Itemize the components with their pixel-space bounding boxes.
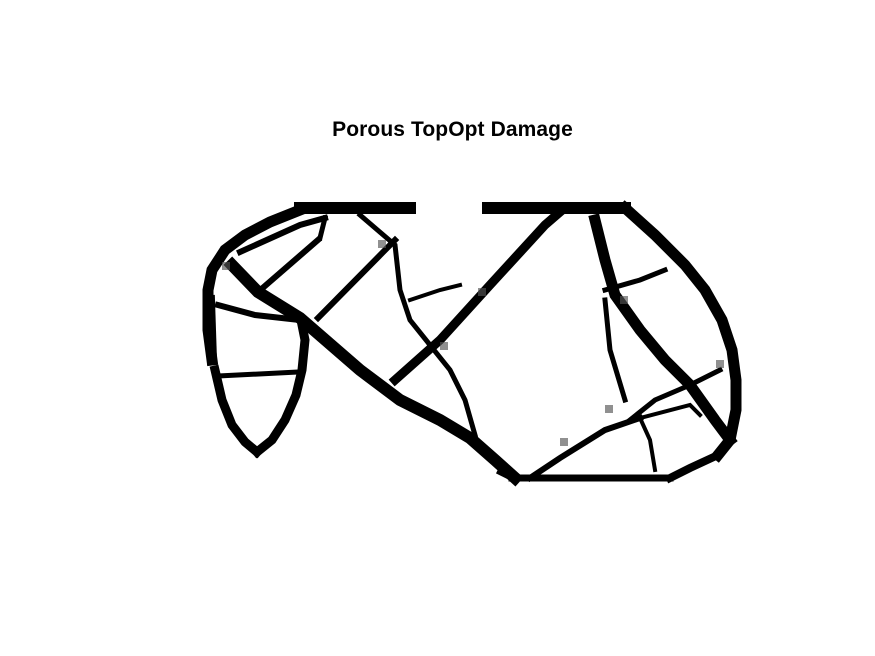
long-diagonal <box>388 205 567 387</box>
topology-structure <box>202 200 742 487</box>
right-outer-bottom <box>664 449 724 484</box>
right-strut-c <box>626 366 724 424</box>
right-strut-f <box>637 402 703 421</box>
center-strut-c <box>407 282 463 303</box>
left-diag-2 <box>214 301 304 324</box>
right-strut-d <box>525 414 644 483</box>
left-pocket-top <box>215 369 301 379</box>
right-diag-a <box>588 213 738 448</box>
left-inner-vertical <box>204 294 218 366</box>
partial-density-pixels <box>222 240 724 446</box>
right-strut-g <box>495 467 517 483</box>
left-pocket-left <box>209 364 264 459</box>
figure-title: Porous TopOpt Damage <box>332 118 573 141</box>
center-strut-b <box>356 211 434 349</box>
left-pocket-right <box>250 319 310 459</box>
left-strut-b <box>236 214 329 256</box>
left-strut-c <box>316 214 329 242</box>
left-strut-a <box>253 235 323 297</box>
right-strut-b <box>602 297 629 404</box>
right-outer-arc <box>617 200 742 463</box>
center-strut-d <box>426 341 479 439</box>
left-diag-1 <box>223 256 524 487</box>
right-strut-e <box>637 415 658 473</box>
right-strut-a <box>601 266 669 294</box>
center-strut-a <box>313 235 400 323</box>
